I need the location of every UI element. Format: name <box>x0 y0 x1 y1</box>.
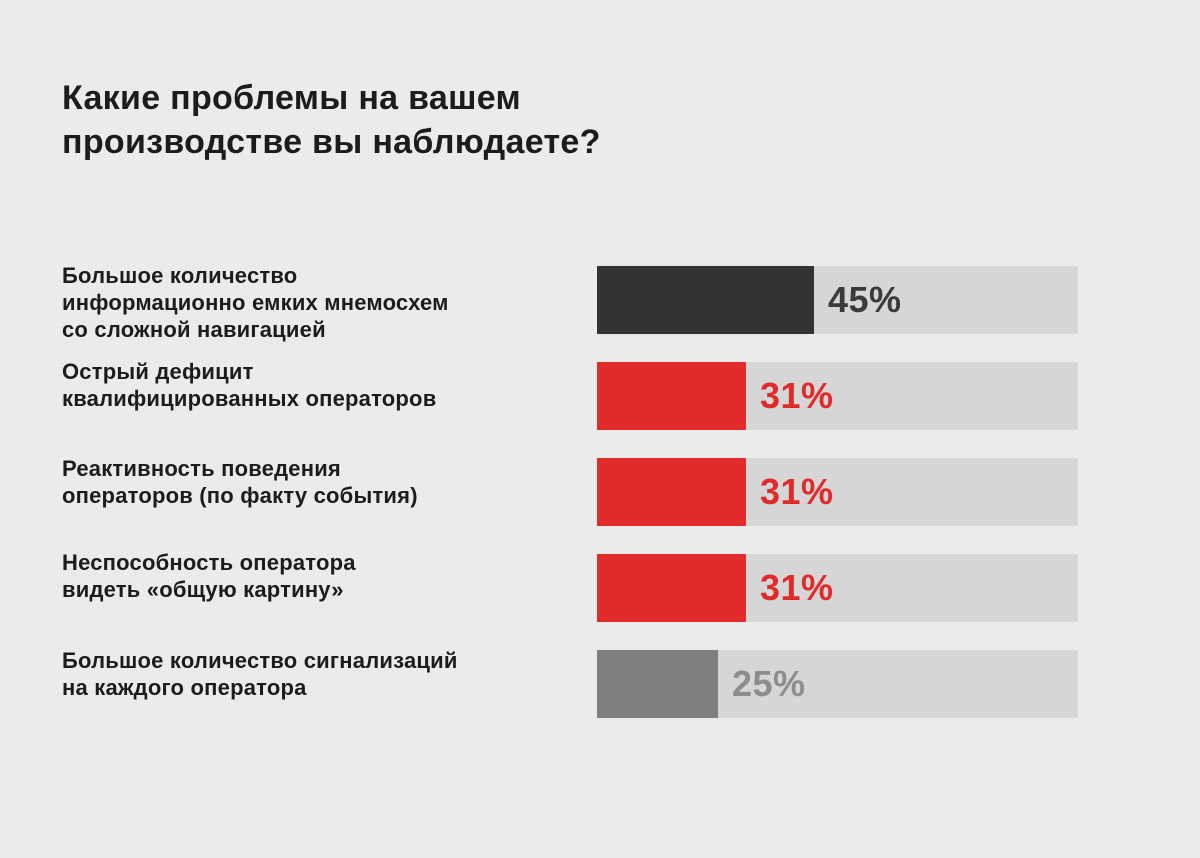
bar-track: 25% <box>597 650 1078 718</box>
chart-title-line-2: производстве вы наблюдаете? <box>62 123 601 161</box>
value-label: 31% <box>760 471 834 512</box>
bar <box>597 554 746 622</box>
category-label-line: Реактивность поведения <box>62 456 341 481</box>
category-label-line: Большое количество сигнализаций <box>62 648 458 673</box>
bar-track: 31% <box>597 362 1078 430</box>
bar <box>597 362 746 430</box>
bar <box>597 458 746 526</box>
category-label: Неспособность оператора видеть «общую кар… <box>62 549 562 603</box>
value-label: 31% <box>760 375 834 416</box>
bar <box>597 266 814 334</box>
category-label-line: видеть «общую картину» <box>62 577 344 602</box>
bar-track: 45% <box>597 266 1078 334</box>
category-label-line: Неспособность оператора <box>62 550 356 575</box>
category-label: Большое количество сигнализаций на каждог… <box>62 647 562 701</box>
category-label-line: квалифицированных операторов <box>62 386 437 411</box>
bar-track: 31% <box>597 458 1078 526</box>
chart-title: Какие проблемы на вашем производстве вы … <box>62 76 702 164</box>
category-label: Острый дефицит квалифицированных оператор… <box>62 358 562 412</box>
category-label-line: на каждого оператора <box>62 675 307 700</box>
category-label-line: Острый дефицит <box>62 359 254 384</box>
value-label: 31% <box>760 567 834 608</box>
category-label-line: операторов (по факту события) <box>62 483 418 508</box>
category-label-line: со сложной навигацией <box>62 317 326 342</box>
bar <box>597 650 718 718</box>
chart-title-line-1: Какие проблемы на вашем <box>62 79 521 117</box>
value-label: 45% <box>828 279 902 320</box>
bar-track: 31% <box>597 554 1078 622</box>
category-label: Реактивность поведения операторов (по фак… <box>62 455 562 509</box>
category-label: Большое количество информационно емких мн… <box>62 262 562 343</box>
category-label-line: Большое количество <box>62 263 298 288</box>
value-label: 25% <box>732 663 806 704</box>
category-label-line: информационно емких мнемосхем <box>62 290 449 315</box>
